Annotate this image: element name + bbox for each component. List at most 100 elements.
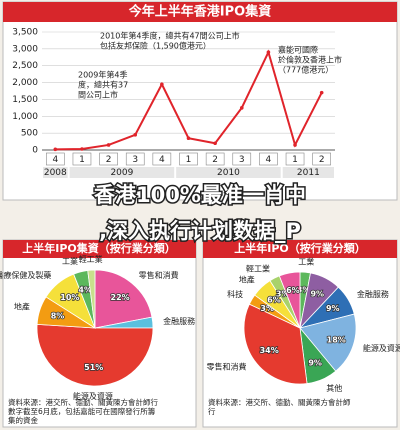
quarter-box [46, 152, 65, 166]
value-label: 18% [327, 335, 346, 344]
year-box [282, 167, 334, 178]
annotation: 包括友邦保險（1,590億港元） [100, 41, 211, 51]
value-label: 22% [111, 293, 130, 302]
point [106, 143, 111, 147]
point [213, 141, 217, 146]
annotation: （777億港元） [278, 65, 333, 75]
x-tick-label: 4 [52, 155, 58, 165]
annotation: 2009年第4季 [78, 70, 127, 80]
pie-title: 上半年IPO（按行業分類） [234, 241, 366, 255]
point [186, 136, 191, 140]
quarter-box [259, 152, 278, 166]
pie-slice [94, 269, 153, 329]
annotation: 度，總共有37 [78, 80, 128, 90]
pie-slice [36, 323, 154, 387]
category-label: 能源及資源 [73, 391, 113, 401]
value-label: 3% [276, 290, 290, 299]
x-tick-label: 4 [266, 155, 272, 165]
year-label: 2008 [44, 168, 67, 178]
year-label: 2011 [297, 168, 320, 178]
source-note: 行 [208, 406, 216, 416]
category-label: 金融服務 [163, 316, 195, 326]
point [160, 82, 164, 87]
source-note: 資料來源：港交所、德勤、關黃陳方會計師行 [8, 397, 158, 407]
quarter-box [232, 152, 252, 166]
pie-slice [278, 271, 301, 329]
value-label: 8% [51, 311, 65, 320]
y-tick-label: 1,000 [12, 112, 38, 122]
point [53, 147, 58, 152]
value-label: 3% [260, 304, 274, 313]
category-label: 能源及資源 [363, 343, 400, 353]
x-tick-label: 2 [319, 155, 325, 165]
category-label: 醫療保健及製藥 [0, 270, 51, 280]
value-label: 9% [308, 358, 322, 367]
quarter-box [99, 152, 118, 166]
value-label: 10% [60, 293, 79, 302]
category-label: 輕工業 [79, 254, 103, 264]
value-label: 34% [260, 346, 279, 355]
value-label: 9% [310, 290, 324, 299]
category-label: 地產 [14, 301, 30, 311]
pie-slice [87, 269, 96, 329]
category-label: 工業 [298, 257, 314, 267]
source-note: 數字截至6月底，包括嘉能可在國際發行所籌 [8, 406, 156, 416]
x-tick-label: 2 [106, 155, 112, 165]
quarter-box [312, 152, 331, 166]
overlay-text: 香港100%最准一肖中 [94, 183, 306, 207]
annotation: 嘉能可國際 [278, 45, 318, 55]
x-tick-label: 2 [212, 155, 218, 165]
quarter-box [285, 152, 305, 166]
point [293, 143, 297, 147]
category-label: 金融服務 [357, 289, 389, 299]
source-note: 資料來源：港交所、德勤、關黃陳方會計師 [208, 397, 351, 407]
category-label: 地產 [239, 274, 255, 284]
annotation: 間公司上市 [78, 90, 118, 100]
point [239, 106, 244, 110]
x-tick-label: 3 [239, 155, 245, 165]
annotation: 2010年第4季度，總共有47間公司上市 [100, 31, 240, 41]
y-tick-label: 2,000 [12, 78, 38, 88]
value-label: 6% [267, 296, 281, 305]
annotation: 於倫敦及香港上市 [278, 55, 342, 65]
value-label: 3% [297, 286, 311, 295]
year-box [43, 167, 68, 178]
point [319, 90, 324, 95]
point [266, 50, 271, 55]
value-label: 6% [286, 286, 300, 295]
value-label: 4% [78, 285, 92, 294]
title-banner [3, 2, 397, 22]
chart-title: 今年上半年香港IPO集資 [128, 4, 271, 20]
point [133, 133, 138, 137]
category-label: 零售和消費 [207, 361, 247, 371]
y-tick-label: 0 [32, 146, 38, 156]
quarter-box [72, 152, 92, 166]
pie-slice [299, 313, 357, 372]
quarter-box [125, 152, 145, 166]
pie-title: 上半年IPO集資（按行業分類） [22, 241, 176, 255]
category-label: 科技 [227, 289, 243, 299]
category-label: 工業 [62, 256, 78, 266]
value-label: 51% [84, 363, 103, 372]
quarter-box [205, 152, 225, 166]
category-label: 零售和消費 [139, 270, 179, 280]
quarter-box [152, 152, 172, 166]
source-note: 集的資金 [8, 415, 38, 425]
y-tick-label: 1,500 [12, 95, 38, 105]
value-label: 9% [326, 304, 340, 313]
year-box [69, 167, 175, 178]
y-tick-label: 3,500 [12, 28, 38, 38]
year-label: 2010 [217, 168, 240, 178]
category-label: 輕工業 [246, 264, 270, 274]
overlay-text: ,深入执行计划数据_P [99, 219, 301, 243]
point [80, 147, 84, 151]
x-tick-label: 3 [132, 155, 138, 165]
year-box [176, 167, 281, 178]
quarter-box [179, 152, 198, 166]
category-label: 其他 [326, 383, 342, 393]
left-banner [3, 240, 196, 258]
y-tick-label: 2,500 [12, 61, 38, 71]
y-tick-label: 3,000 [12, 44, 38, 54]
y-tick-label: 500 [21, 129, 38, 139]
